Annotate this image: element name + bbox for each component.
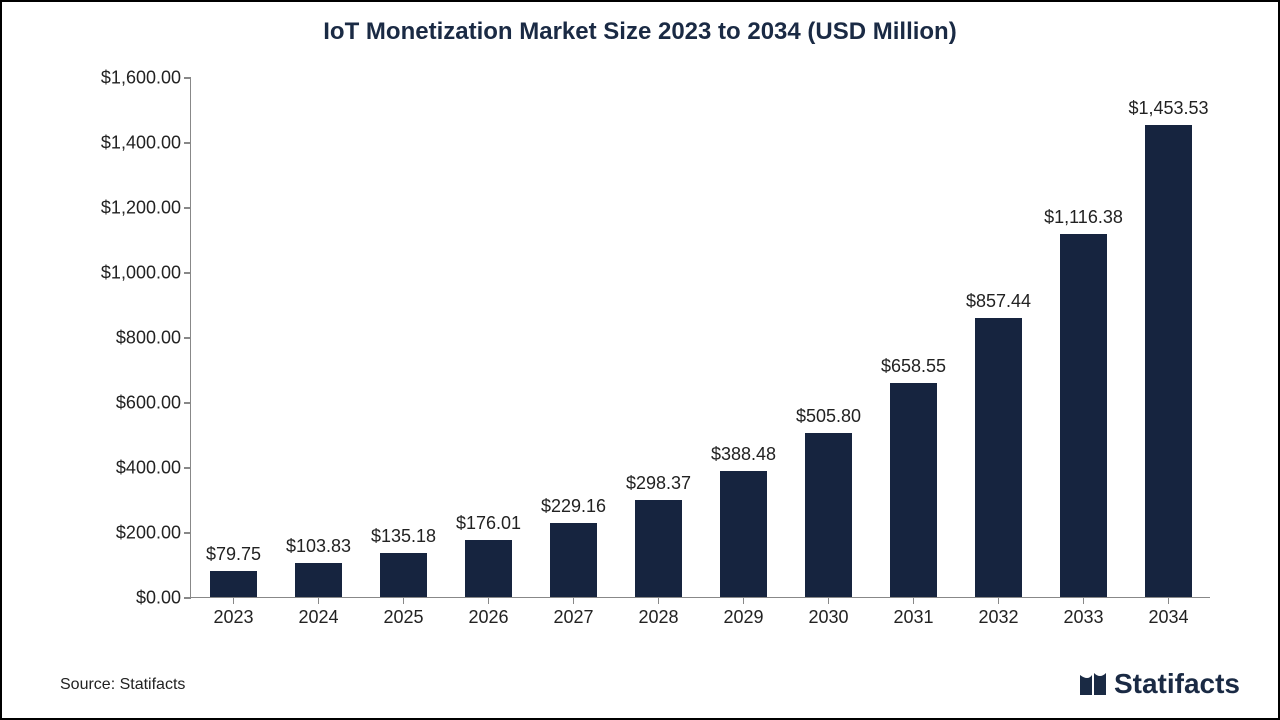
x-tick-label: 2026 (468, 597, 508, 628)
bar-value-label: $857.44 (966, 291, 1031, 318)
bar-value-label: $103.83 (286, 536, 351, 563)
y-tick-label: $1,000.00 (101, 263, 191, 284)
bar-value-label: $79.75 (206, 544, 261, 571)
bar: $176.01 (465, 540, 513, 597)
bar: $298.37 (635, 500, 683, 597)
bar: $505.80 (805, 433, 853, 597)
y-tick-mark (184, 337, 191, 339)
y-tick-mark (184, 467, 191, 469)
bar-value-label: $1,116.38 (1044, 207, 1123, 234)
x-tick-label: 2033 (1063, 597, 1103, 628)
x-tick-label: 2027 (553, 597, 593, 628)
y-tick-mark (184, 532, 191, 534)
statifacts-icon (1078, 669, 1108, 699)
bar-value-label: $658.55 (881, 356, 946, 383)
bar: $658.55 (890, 383, 938, 597)
brand-logo: Statifacts (1078, 668, 1240, 700)
chart-frame: IoT Monetization Market Size 2023 to 203… (0, 0, 1280, 720)
bar-value-label: $229.16 (541, 496, 606, 523)
source-label: Source: Statifacts (60, 676, 185, 694)
x-tick-label: 2032 (978, 597, 1018, 628)
bar-value-label: $1,453.53 (1128, 98, 1208, 125)
y-tick-mark (184, 272, 191, 274)
bar: $857.44 (975, 318, 1023, 597)
plot-area: $0.00$200.00$400.00$600.00$800.00$1,000.… (190, 78, 1210, 598)
y-tick-mark (184, 142, 191, 144)
y-tick-label: $200.00 (116, 523, 191, 544)
y-tick-label: $1,200.00 (101, 198, 191, 219)
x-tick-label: 2034 (1148, 597, 1188, 628)
bar: $1,116.38 (1060, 234, 1108, 597)
bar: $229.16 (550, 523, 598, 597)
y-tick-mark (184, 402, 191, 404)
bar: $103.83 (295, 563, 343, 597)
y-tick-label: $800.00 (116, 328, 191, 349)
x-tick-label: 2023 (213, 597, 253, 628)
x-tick-label: 2025 (383, 597, 423, 628)
brand-name: Statifacts (1114, 668, 1240, 700)
y-tick-label: $1,400.00 (101, 133, 191, 154)
x-tick-label: 2031 (893, 597, 933, 628)
bar-value-label: $388.48 (711, 444, 776, 471)
y-tick-mark (184, 77, 191, 79)
y-tick-label: $1,600.00 (101, 68, 191, 89)
x-tick-label: 2024 (298, 597, 338, 628)
bar: $1,453.53 (1145, 125, 1193, 597)
y-tick-label: $0.00 (136, 588, 191, 609)
y-tick-label: $400.00 (116, 458, 191, 479)
bar-value-label: $505.80 (796, 406, 861, 433)
bar: $79.75 (210, 571, 258, 597)
y-tick-mark (184, 597, 191, 599)
bar-value-label: $298.37 (626, 473, 691, 500)
y-tick-label: $600.00 (116, 393, 191, 414)
bar-value-label: $135.18 (371, 526, 436, 553)
bar: $135.18 (380, 553, 428, 597)
x-tick-label: 2028 (638, 597, 678, 628)
y-tick-mark (184, 207, 191, 209)
bar: $388.48 (720, 471, 768, 597)
chart-title: IoT Monetization Market Size 2023 to 203… (2, 18, 1278, 46)
bar-value-label: $176.01 (456, 513, 521, 540)
x-tick-label: 2029 (723, 597, 763, 628)
x-tick-label: 2030 (808, 597, 848, 628)
